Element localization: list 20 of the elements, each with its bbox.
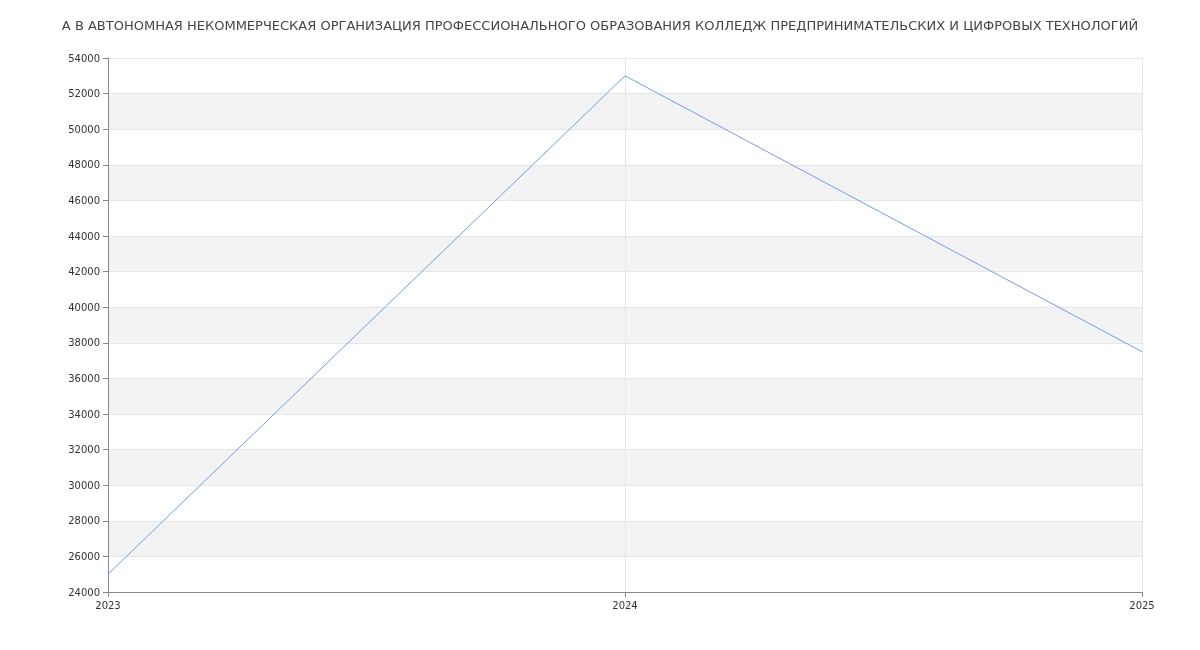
y-tick-label: 32000 — [68, 444, 100, 456]
x-tick-label: 2024 — [612, 599, 638, 611]
y-tick-label: 36000 — [68, 372, 100, 384]
y-tick-label: 42000 — [68, 266, 100, 278]
x-tick-label: 2025 — [1129, 599, 1155, 611]
chart-title: А В АВТОНОМНАЯ НЕКОММЕРЧЕСКАЯ ОРГАНИЗАЦИЯ ПРОФЕССИОНАЛЬНОГО ОБРАЗОВАНИЯ КОЛЛЕДЖ ПРЕДПРИНИМАТЕЛЬСКИХ И ЦИФРОВЫХ ТЕХНОЛОГИЙ — [61, 18, 1139, 33]
y-tick-label: 38000 — [68, 337, 100, 349]
y-tick-label: 30000 — [68, 479, 100, 491]
y-tick-label: 24000 — [68, 586, 100, 598]
y-tick-label: 54000 — [68, 52, 100, 64]
y-tick-label: 40000 — [68, 301, 100, 313]
y-tick-label: 46000 — [68, 194, 100, 206]
y-tick-label: 52000 — [68, 88, 100, 100]
y-tick-label: 28000 — [68, 515, 100, 527]
y-tick-label: 48000 — [68, 159, 100, 171]
y-tick-label: 50000 — [68, 123, 100, 135]
x-tick-label: 2023 — [95, 599, 121, 611]
y-tick-label: 34000 — [68, 408, 100, 420]
y-tick-label: 26000 — [68, 550, 100, 562]
y-tick-label: 44000 — [68, 230, 100, 242]
